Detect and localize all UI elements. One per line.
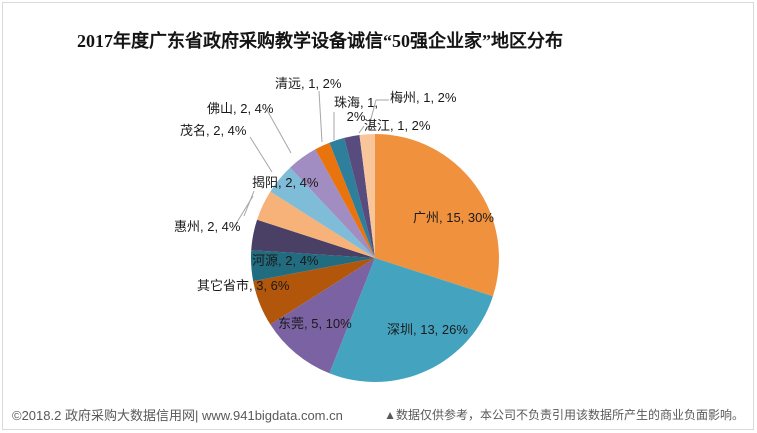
chart-title: 2017年度广东省政府采购教学设备诚信“50强企业家”地区分布	[77, 31, 563, 51]
leader-line-湛江	[358, 125, 365, 134]
leader-line-清远	[318, 90, 323, 143]
pie-slice-梅州	[344, 135, 375, 258]
pie-slice-惠州	[251, 219, 375, 258]
pie-slice-珠海	[329, 137, 375, 258]
pie-slice-深圳	[329, 258, 493, 382]
pie-slice-清远	[315, 142, 375, 258]
leader-line-佛山	[266, 109, 292, 154]
footer-credit: ©2018.2 政府采购大数据信用网| www.941bigdata.com.c…	[12, 408, 343, 423]
pie-slice-湛江	[359, 134, 375, 258]
leader-line-揭阳	[243, 190, 255, 217]
leader-line-梅州	[367, 99, 389, 131]
pie-slice-其它省市	[253, 258, 375, 325]
footer-disclaimer: ▲数据仅供参考，本公司不负责引用该数据所产生的商业负面影响。	[384, 408, 744, 422]
pie-slice-佛山	[290, 149, 375, 258]
leader-line-茂名	[249, 136, 273, 173]
pie-slice-河源	[250, 250, 375, 282]
pie-slice-东莞	[270, 258, 375, 374]
pie-slice-揭阳	[257, 191, 375, 258]
pie-slice-广州	[375, 134, 499, 297]
pie-slice-茂名	[270, 167, 375, 258]
